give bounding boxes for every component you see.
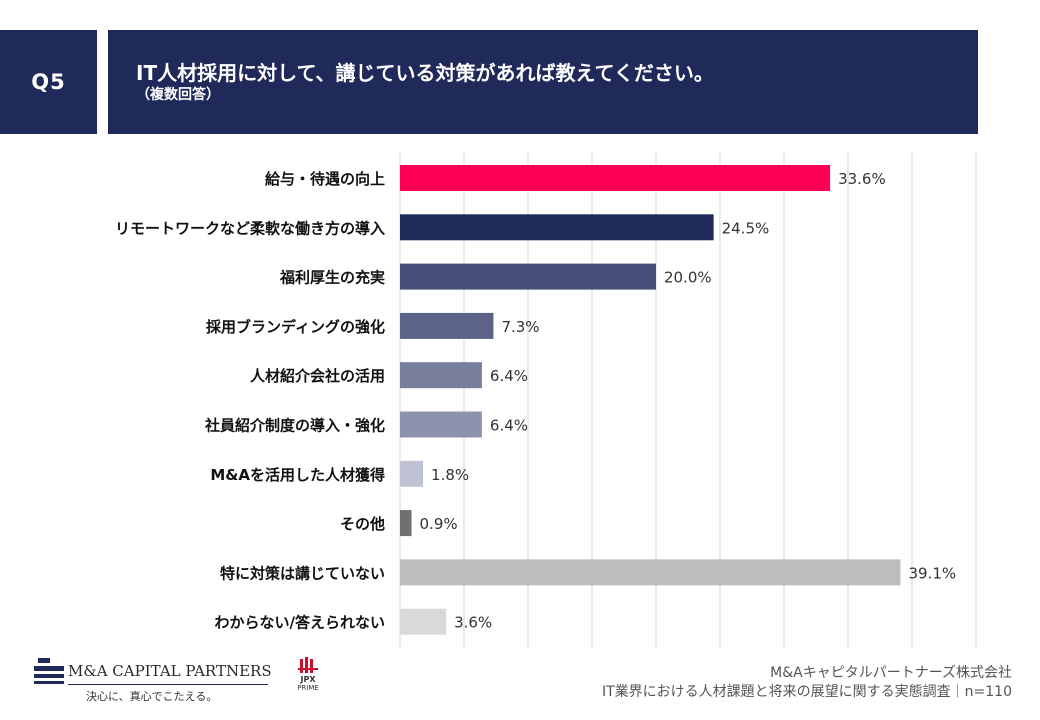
company-logo: M&A CAPITAL PARTNERS 決心に、真心でこたえる。 <box>32 652 272 707</box>
bar <box>400 510 412 537</box>
category-label: 特に対策は講じていない <box>220 564 385 582</box>
bar <box>400 411 482 438</box>
category-label: 採用ブランディングの強化 <box>206 318 385 336</box>
value-label: 6.4% <box>490 367 528 385</box>
category-label: 社員紹介制度の導入・強化 <box>204 417 385 435</box>
jpx-mark-icon <box>298 657 318 673</box>
bar <box>400 263 656 290</box>
value-label: 24.5% <box>722 219 770 237</box>
question-label: Q5 <box>31 70 66 94</box>
value-label: 3.6% <box>454 614 492 632</box>
value-label: 33.6% <box>838 170 886 188</box>
bar <box>400 608 447 635</box>
bar <box>400 460 424 487</box>
footer-survey: IT業界における人材課題と将来の展望に関する実態調査｜n=110 <box>601 684 1012 700</box>
jpx-sub-label: PRIME <box>297 684 319 692</box>
category-label: リモートワークなど柔軟な働き方の導入 <box>115 219 385 237</box>
bar-chart: 給与・待遇の向上 33.6% リモートワークなど柔軟な働き方の導入 24.5% 福利厚生… <box>115 153 977 648</box>
value-label: 7.3% <box>501 318 539 336</box>
category-label: 給与・待遇の向上 <box>265 170 385 188</box>
jpx-label: JPX <box>300 675 316 684</box>
bar <box>400 362 482 389</box>
category-label: わからない/答えられない <box>215 614 385 632</box>
logo-divider <box>68 684 268 685</box>
category-label: M&Aを活用した人材獲得 <box>210 466 385 484</box>
value-label: 1.8% <box>431 466 469 484</box>
bar <box>400 312 494 339</box>
page-subtitle: （複数回答） <box>136 87 220 103</box>
page-title: IT人材採用に対して、講じている対策があれば教えてください。 <box>136 61 714 85</box>
value-label: 0.9% <box>420 515 458 533</box>
category-label: 福利厚生の充実 <box>279 269 385 287</box>
value-label: 6.4% <box>490 417 528 435</box>
category-label: その他 <box>340 515 385 533</box>
jpx-prime-logo: JPX PRIME <box>290 656 326 700</box>
footer-company: M&Aキャピタルパートナーズ株式会社 <box>770 665 1012 681</box>
question-badge: Q5 <box>0 30 97 134</box>
value-label: 39.1% <box>908 564 956 582</box>
bar <box>400 559 901 586</box>
logo-tagline: 決心に、真心でこたえる。 <box>86 690 218 703</box>
title-banner: IT人材採用に対して、講じている対策があれば教えてください。 （複数回答） <box>108 30 978 134</box>
category-label: 人材紹介会社の活用 <box>250 367 385 385</box>
value-label: 20.0% <box>664 269 712 287</box>
logo-name: M&A CAPITAL PARTNERS <box>68 662 272 680</box>
bar <box>400 214 714 241</box>
footer-source: M&Aキャピタルパートナーズ株式会社 IT業界における人材課題と将来の展望に関す… <box>602 664 1012 702</box>
bar <box>400 165 831 191</box>
logo-mark-icon <box>34 658 64 684</box>
